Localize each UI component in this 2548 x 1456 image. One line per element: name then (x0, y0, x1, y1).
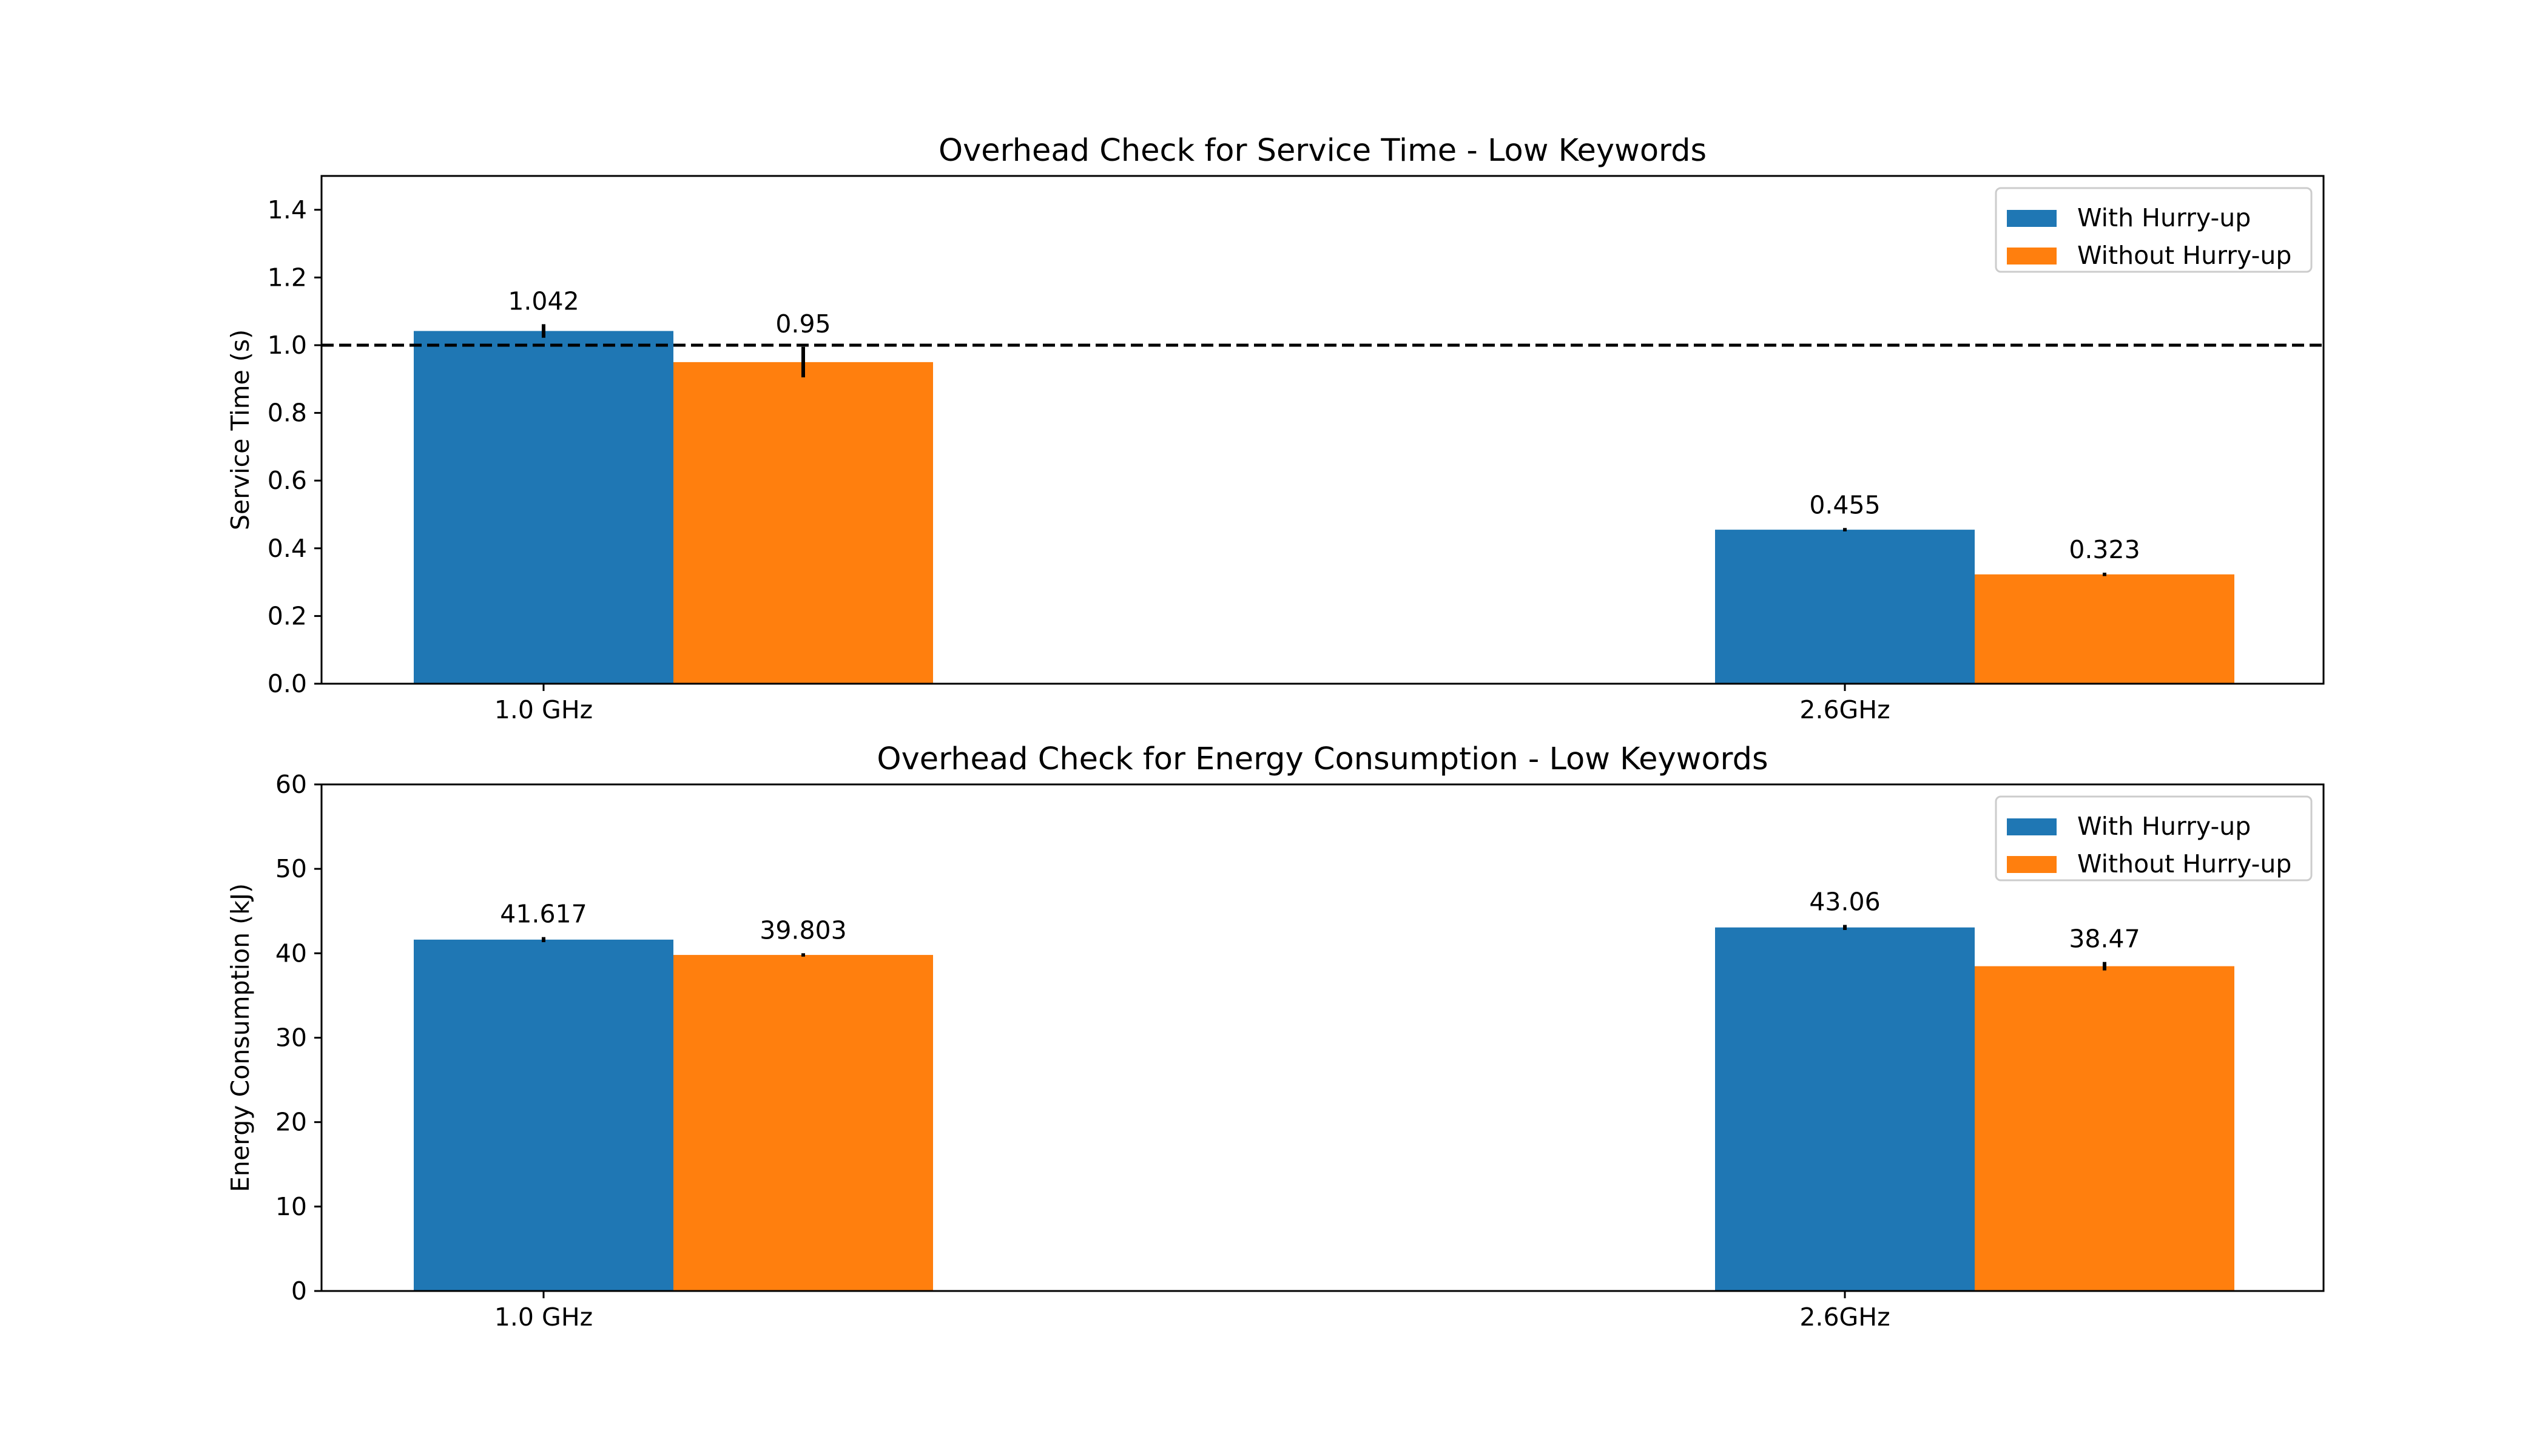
bar-value-label: 43.06 (1809, 888, 1880, 917)
legend-label: With Hurry-up (2077, 203, 2251, 232)
x-tick-label: 2.6GHz (1799, 1303, 1890, 1332)
x-tick-label: 2.6GHz (1799, 695, 1890, 724)
x-tick-label: 1.0 GHz (494, 1303, 593, 1332)
y-tick-label: 20 (275, 1108, 307, 1137)
bar-value-label: 1.042 (508, 286, 579, 315)
bar-without-hurry-up-1 (673, 362, 933, 684)
legend-box (1995, 795, 2313, 881)
legend-swatch (2007, 856, 2057, 873)
legend-label: Without Hurry-up (2077, 849, 2291, 878)
y-tick-label: 40 (275, 939, 307, 968)
bar-value-label: 0.323 (2069, 535, 2140, 564)
bar-without-hurry-up-2 (1975, 966, 2234, 1291)
y-tick-label: 60 (275, 770, 307, 799)
y-tick-label: 10 (275, 1192, 307, 1221)
bar-value-label: 0.455 (1809, 490, 1880, 519)
chart-title: Overhead Check for Service Time - Low Ke… (939, 133, 1707, 169)
legend-box (1995, 187, 2313, 273)
bar-with-hurry-up-1 (414, 939, 673, 1291)
y-tick-label: 30 (275, 1023, 307, 1053)
legend: With Hurry-up Without Hurry-up (1995, 187, 2313, 273)
y-tick-label: 0.4 (268, 534, 307, 563)
bar-with-hurry-up-1 (414, 331, 673, 684)
charts: Overhead Check for Service Time - Low Ke… (226, 133, 2325, 1332)
legend: With Hurry-up Without Hurry-up (1995, 795, 2313, 881)
y-axis-label: Energy Consumption (kJ) (226, 883, 255, 1192)
y-axis-label: Service Time (s) (226, 329, 255, 530)
legend-swatch (2007, 248, 2057, 265)
legend-label: Without Hurry-up (2077, 241, 2291, 270)
bar-without-hurry-up-1 (673, 955, 933, 1291)
y-tick-label: 1.0 (268, 331, 307, 360)
bar-value-label: 38.47 (2069, 925, 2140, 954)
plot-frame (320, 175, 2325, 685)
y-tick-label: 0.8 (268, 399, 307, 428)
x-tick-label: 1.0 GHz (494, 695, 593, 724)
chart-title: Overhead Check for Energy Consumption - … (877, 741, 1768, 777)
y-tick-label: 0.6 (268, 466, 307, 495)
chart-2: Overhead Check for Energy Consumption - … (226, 741, 2325, 1332)
y-tick-label: 50 (275, 854, 307, 883)
bar-value-label: 41.617 (500, 900, 587, 929)
bar-value-label: 39.803 (760, 915, 846, 945)
bar-value-label: 0.95 (775, 309, 831, 339)
legend-swatch (2007, 210, 2057, 227)
legend-swatch (2007, 818, 2057, 835)
chart-1: Overhead Check for Service Time - Low Ke… (226, 133, 2325, 724)
y-tick-label: 0.2 (268, 601, 307, 630)
y-tick-label: 0 (291, 1276, 307, 1306)
y-tick-label: 1.2 (268, 263, 307, 292)
legend-label: With Hurry-up (2077, 812, 2251, 841)
bar-with-hurry-up-2 (1715, 530, 1975, 684)
y-tick-label: 1.4 (268, 195, 307, 224)
y-tick-label: 0.0 (268, 669, 307, 698)
bar-with-hurry-up-2 (1715, 927, 1975, 1291)
bar-without-hurry-up-2 (1975, 574, 2234, 684)
